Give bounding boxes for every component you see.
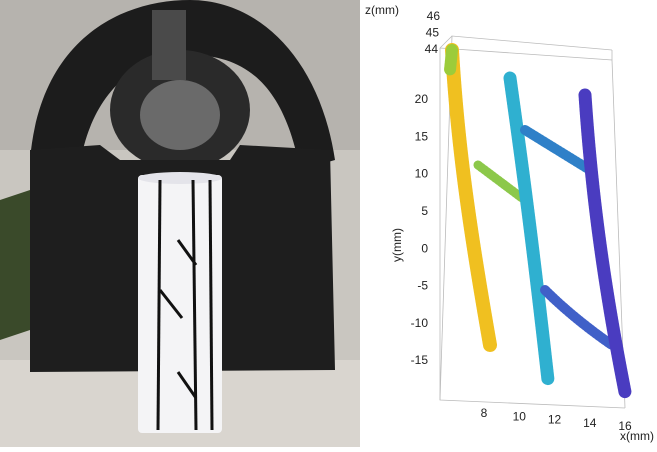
z-tick-label: 45: [426, 26, 440, 40]
x-tick-label: 10: [513, 409, 527, 423]
x-tick-label: 12: [548, 413, 562, 427]
plot-box: [439, 35, 626, 409]
y-tick-label: 0: [421, 241, 428, 255]
y-axis-label: y(mm): [390, 228, 404, 262]
x-tick-label: 16: [618, 419, 632, 433]
point-cloud: [444, 43, 632, 399]
y-tick-label: 10: [415, 167, 429, 181]
x-tick-label: 14: [583, 416, 597, 430]
x-tick-label: 8: [481, 406, 488, 420]
z-axis-label: z(mm): [365, 3, 399, 17]
z-tick-label: 44: [425, 42, 439, 56]
y-tick-label: 15: [415, 129, 429, 143]
y-tick-label: 20: [415, 92, 429, 106]
y-tick-label: -5: [417, 279, 428, 293]
x-axis-label: x(mm): [620, 429, 654, 443]
y-tick-label: -15: [411, 353, 429, 367]
y-tick-label: 5: [421, 204, 428, 218]
y-tick-label: -10: [411, 316, 429, 330]
z-tick-label: 46: [427, 9, 441, 23]
photo: [0, 0, 360, 447]
